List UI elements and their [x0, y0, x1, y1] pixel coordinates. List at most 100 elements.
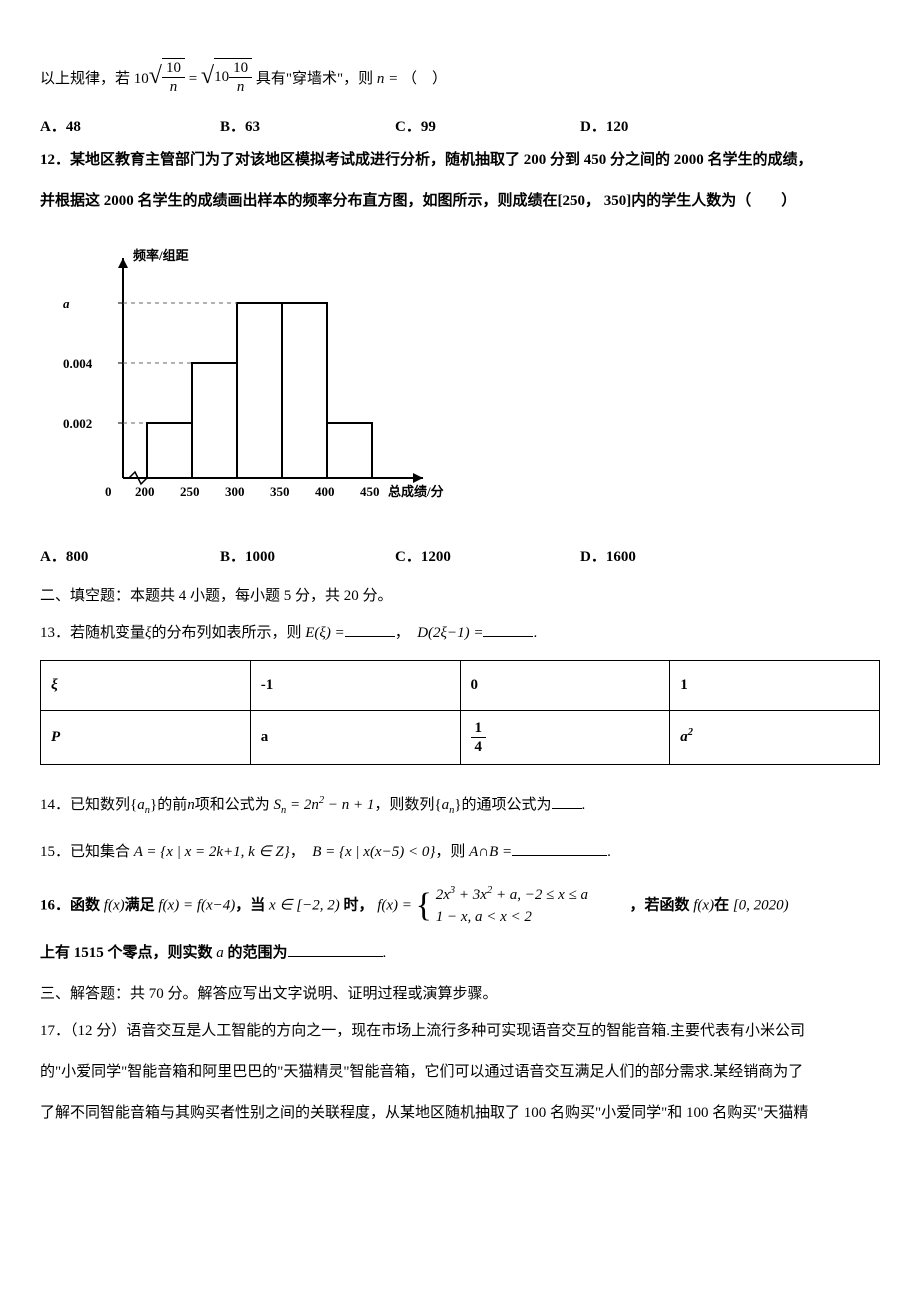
svg-text:200: 200	[135, 484, 155, 499]
q13-exi: E(ξ) =	[305, 625, 344, 641]
q16-zeros: 1515	[74, 945, 104, 961]
q12: 12．某地区教育主管部门为了对该地区模拟考试成进行分析，随机抽取了 200 分到…	[40, 144, 880, 177]
q15-blank	[512, 838, 607, 856]
q17-l1: 语音交互是人工智能的方向之一，现在市场上流行多种可实现语音交互的智能音箱.主要代…	[126, 1023, 805, 1039]
q15: 15．已知集合 A = {x | x = 2k+1, k ∈ Z}， B = {…	[40, 836, 880, 869]
q16: 16．函数 f(x)满足 f(x) = f(x−4)，当 x ∈ [−2, 2)…	[40, 883, 880, 929]
q11-var: n =	[377, 71, 402, 87]
piece-1: 2x3 + 3x2 + a, −2 ≤ x ≤ a	[436, 883, 626, 907]
q16-t1: 函数	[70, 897, 100, 913]
cell-asq: a2	[670, 710, 880, 764]
q15-t1: 已知集合	[70, 844, 130, 860]
histogram-svg: 频率/组距总成绩/分0a0.0040.002200250300350400450	[45, 228, 445, 508]
q16-t3: ，当	[235, 897, 265, 913]
q11-options: A．48 B．63 C．99 D．120	[40, 111, 880, 144]
q15-num: 15．	[40, 844, 70, 860]
q16-range: [0, 2020)	[733, 897, 789, 913]
frac-1-4: 14	[471, 719, 487, 756]
q15-t2: ，则	[435, 844, 465, 860]
svg-text:300: 300	[225, 484, 245, 499]
q16-dom: x ∈ [−2, 2)	[269, 897, 340, 913]
q12-opt-d: D．1600	[580, 541, 740, 574]
q13-mid1: 的分布列如表所示，则	[151, 625, 301, 641]
q16-t8: 个零点，则实数	[108, 945, 213, 961]
q17: 17．（12 分）语音交互是人工智能的方向之一，现在市场上流行多种可实现语音交互…	[40, 1015, 880, 1048]
q12-opt-b: B．1000	[220, 541, 395, 574]
q13-pre: 若随机变量	[70, 625, 145, 641]
q15-AB: A∩B =	[469, 844, 512, 860]
section3: 三、解答题：共 70 分。解答应写出文字说明、证明过程或演算步骤。	[40, 978, 880, 1011]
opt-a: A．48	[40, 111, 220, 144]
q11-formula: 10√10n = √1010n	[134, 71, 256, 87]
q15-comma: ，	[290, 844, 305, 860]
q14-nvar: n	[187, 797, 195, 813]
cell-p: P	[41, 710, 251, 764]
q13-comma: ，	[395, 625, 410, 641]
q16-eq1: f(x) = f(x−4)	[158, 897, 235, 913]
q16-t7: 上有	[40, 945, 70, 961]
q11-intro: 以上规律，若 10√10n = √1010n 具有"穿墙术"，则 n = （ ）	[40, 50, 880, 103]
q13-suffix: .	[533, 625, 537, 641]
q16-fx: f(x)	[104, 897, 125, 913]
q13-blank2	[483, 619, 533, 637]
q12-t2: 并根据这 2000 名学生的成绩画出样本的频率分布直方图，如图所示，则成绩在[2…	[40, 185, 880, 218]
q14-formula: Sn = 2n2 − n + 1	[273, 797, 374, 813]
q16-suffix: .	[383, 945, 387, 961]
q16-t4: 时，	[340, 897, 374, 913]
cell-m1: -1	[250, 660, 460, 710]
q16-blank	[288, 939, 383, 957]
q14-num: 14．	[40, 797, 70, 813]
cell-xi: ξ	[41, 660, 251, 710]
q16-t6: 在	[714, 897, 729, 913]
svg-text:总成绩/分: 总成绩/分	[388, 484, 444, 499]
q16-t5: ，若函数	[629, 897, 689, 913]
q15-B: B = {x | x(x−5) < 0}	[312, 844, 435, 860]
cell-1: 1	[670, 660, 880, 710]
svg-text:a: a	[63, 296, 70, 311]
svg-text:400: 400	[315, 484, 335, 499]
q16-line2: 上有 1515 个零点，则实数 a 的范围为.	[40, 937, 880, 970]
q14-t2: 的前	[157, 797, 187, 813]
q13-d: D(2ξ−1) =	[417, 625, 483, 641]
table-row: P a 14 a2	[41, 710, 880, 764]
svg-text:频率/组距: 频率/组距	[133, 248, 189, 263]
q16-piece-label: f(x) =	[377, 897, 412, 913]
cell-0: 0	[460, 660, 670, 710]
svg-text:0: 0	[105, 484, 112, 499]
q12-opt-a: A．800	[40, 541, 220, 574]
q13-blank1	[345, 619, 395, 637]
svg-text:0.004: 0.004	[63, 356, 93, 371]
q12-opt-c: C．1200	[395, 541, 580, 574]
q14-t1: 已知数列	[70, 797, 130, 813]
q14-t3: 项和公式为	[195, 797, 270, 813]
svg-text:350: 350	[270, 484, 290, 499]
q11-suffix: （ ）	[402, 71, 447, 87]
q16-num: 16．	[40, 897, 70, 913]
q14-suffix: .	[582, 797, 586, 813]
q11-mid: 具有"穿墙术"，则	[256, 71, 373, 87]
opt-d: D．120	[580, 111, 740, 144]
q14-t5: 的通项公式为	[462, 797, 552, 813]
opt-c: C．99	[395, 111, 580, 144]
q14: 14．已知数列{an}的前n项和公式为 Sn = 2n2 − n + 1，则数列…	[40, 789, 880, 822]
q15-A: A = {x | x = 2k+1, k ∈ Z}	[134, 844, 290, 860]
section2: 二、填空题：本题共 4 小题，每小题 5 分，共 20 分。	[40, 580, 880, 613]
cell-frac: 14	[460, 710, 670, 764]
q12-t1: 某地区教育主管部门为了对该地区模拟考试成进行分析，随机抽取了 200 分到 45…	[70, 152, 813, 168]
q16-t2: 满足	[125, 897, 155, 913]
cell-a: a	[250, 710, 460, 764]
q17-l3: 了解不同智能音箱与其购买者性别之间的关联程度，从某地区随机抽取了 100 名购买…	[40, 1097, 880, 1130]
q11-prefix: 以上规律，若	[40, 71, 130, 87]
histogram-container: 频率/组距总成绩/分0a0.0040.002200250300350400450	[45, 228, 880, 521]
q15-suffix: .	[607, 844, 611, 860]
q12-num: 12．	[40, 152, 70, 168]
q14-t4: ，则数列	[374, 797, 434, 813]
svg-text:0.002: 0.002	[63, 416, 92, 431]
svg-text:450: 450	[360, 484, 380, 499]
q17-l2: 的"小爱同学"智能音箱和阿里巴巴的"天猫精灵"智能音箱，它们可以通过语音交互满足…	[40, 1056, 880, 1089]
q12-options: A．800 B．1000 C．1200 D．1600	[40, 541, 880, 574]
q17-num: 17．（12 分）	[40, 1023, 126, 1039]
q16-avar: a	[216, 945, 224, 961]
q13: 13．若随机变量ξ的分布列如表所示，则 E(ξ) =， D(2ξ−1) =.	[40, 617, 880, 650]
piecewise: { 2x3 + 3x2 + a, −2 ≤ x ≤ a 1 − x, a < x…	[416, 883, 626, 929]
